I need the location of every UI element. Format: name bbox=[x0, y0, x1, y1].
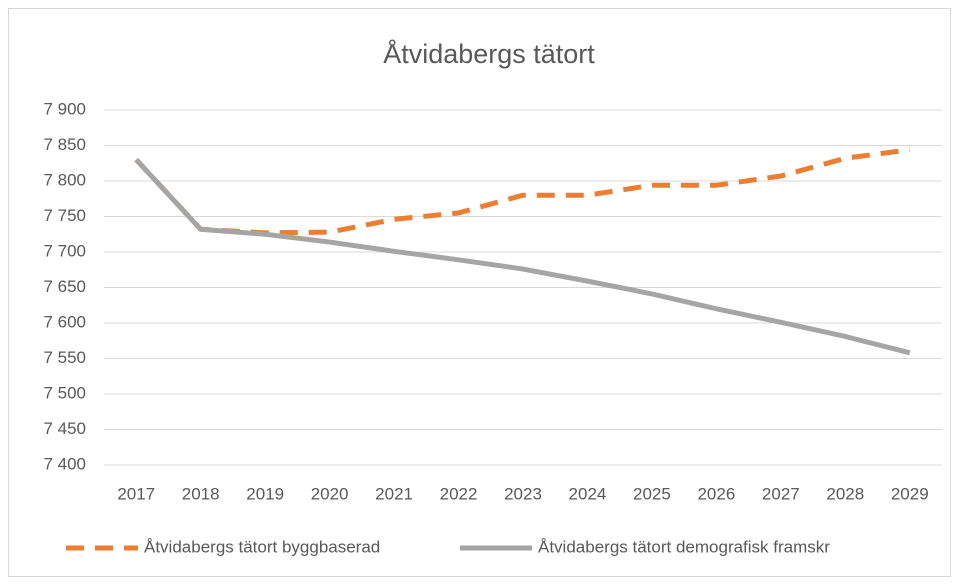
chart-border bbox=[8, 8, 951, 577]
legend-label: Åtvidabergs tätort demografisk framskr bbox=[538, 537, 830, 556]
x-tick-label: 2025 bbox=[633, 484, 671, 503]
x-tick-label: 2020 bbox=[311, 484, 349, 503]
x-tick-label: 2024 bbox=[569, 484, 607, 503]
y-tick-label: 7 800 bbox=[43, 170, 86, 189]
y-tick-label: 7 650 bbox=[43, 277, 86, 296]
legend-label: Åtvidabergs tätort byggbaserad bbox=[144, 537, 380, 556]
y-tick-label: 7 500 bbox=[43, 383, 86, 402]
y-tick-label: 7 550 bbox=[43, 348, 86, 367]
y-tick-label: 7 750 bbox=[43, 206, 86, 225]
x-tick-label: 2022 bbox=[440, 484, 478, 503]
x-tick-label: 2026 bbox=[697, 484, 735, 503]
x-tick-label: 2018 bbox=[182, 484, 220, 503]
y-tick-label: 7 450 bbox=[43, 419, 86, 438]
y-tick-label: 7 700 bbox=[43, 241, 86, 260]
x-tick-label: 2028 bbox=[826, 484, 864, 503]
x-tick-label: 2027 bbox=[762, 484, 800, 503]
y-tick-label: 7 900 bbox=[43, 99, 86, 118]
chart-title: Åtvidabergs tätort bbox=[383, 38, 595, 69]
x-tick-label: 2029 bbox=[891, 484, 929, 503]
y-tick-label: 7 400 bbox=[43, 454, 86, 473]
x-tick-label: 2019 bbox=[246, 484, 284, 503]
x-tick-label: 2021 bbox=[375, 484, 413, 503]
y-tick-label: 7 850 bbox=[43, 135, 86, 154]
series-line bbox=[134, 158, 911, 356]
x-tick-label: 2017 bbox=[117, 484, 155, 503]
x-tick-label: 2023 bbox=[504, 484, 542, 503]
y-tick-label: 7 600 bbox=[43, 312, 86, 331]
